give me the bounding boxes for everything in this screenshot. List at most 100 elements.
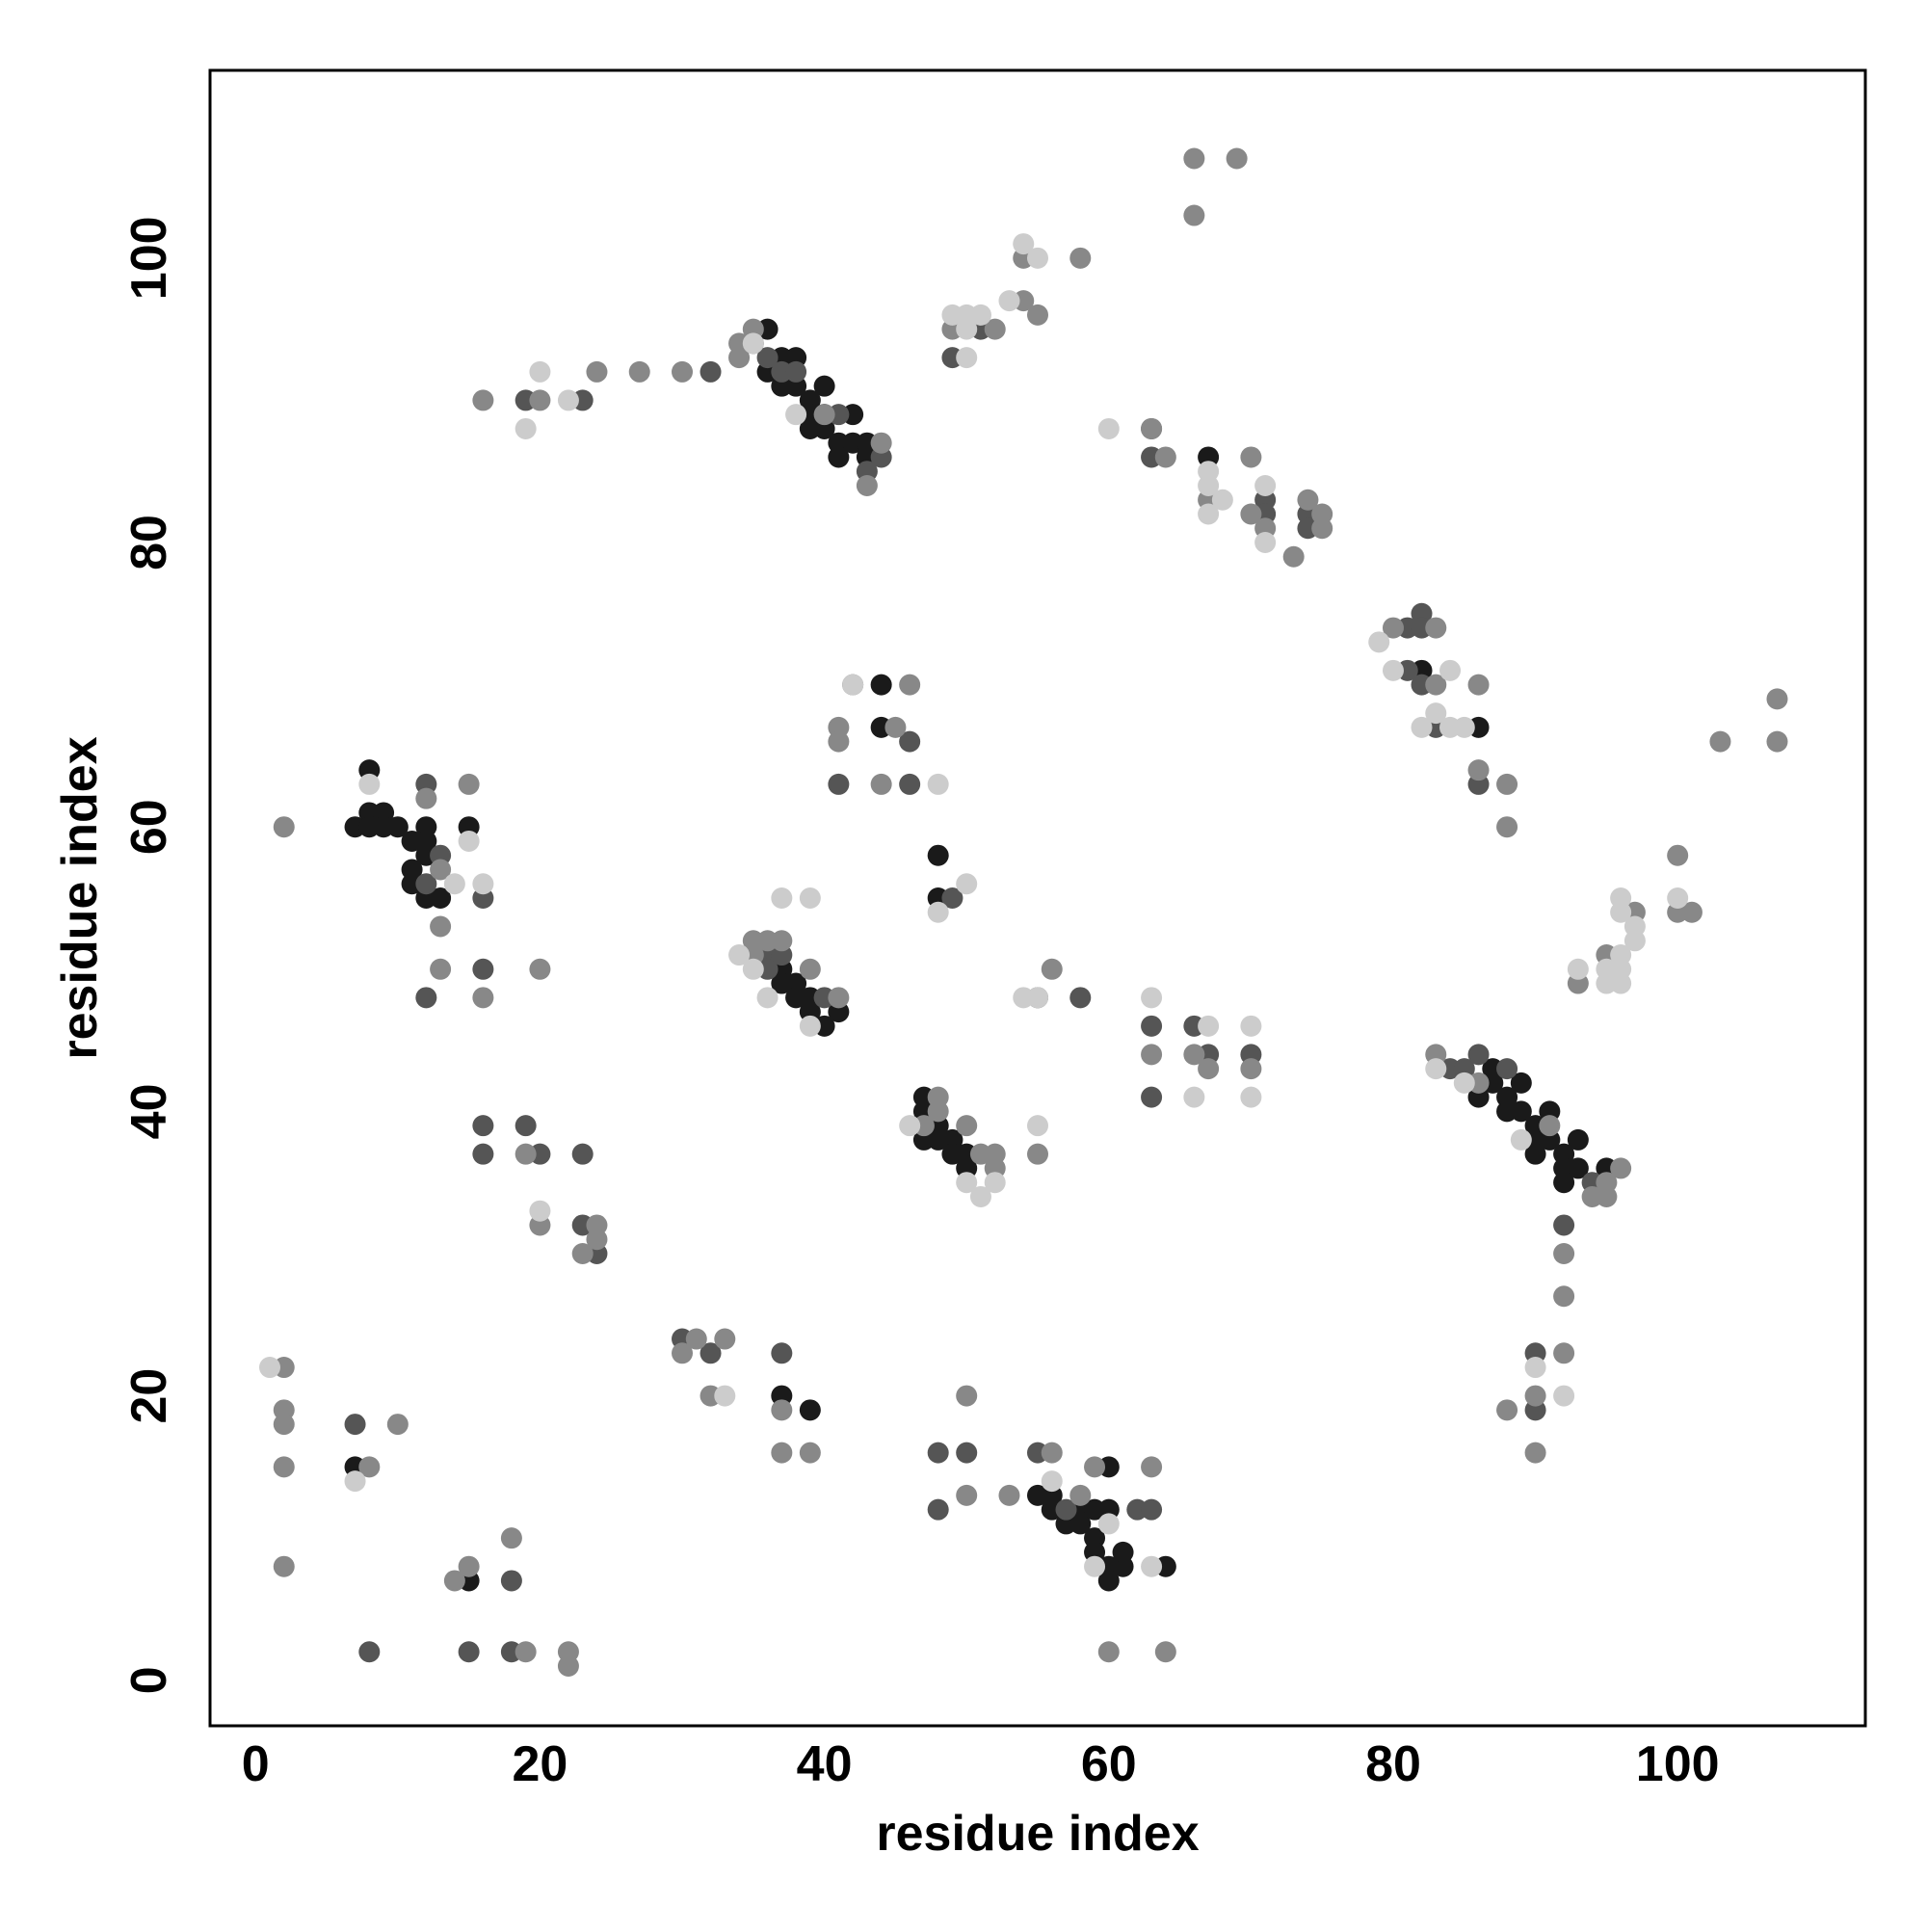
point bbox=[1240, 1058, 1262, 1080]
point bbox=[386, 1414, 409, 1436]
point bbox=[728, 944, 751, 966]
point bbox=[557, 1655, 579, 1678]
point bbox=[1453, 716, 1475, 738]
point bbox=[956, 1385, 978, 1407]
point bbox=[1667, 887, 1689, 909]
point bbox=[515, 417, 537, 439]
point bbox=[828, 987, 850, 1009]
point bbox=[1112, 1541, 1134, 1563]
x-tick-label: 100 bbox=[1636, 1736, 1720, 1792]
point bbox=[1069, 247, 1092, 269]
point bbox=[1425, 702, 1447, 725]
point bbox=[899, 773, 921, 795]
point bbox=[742, 958, 764, 980]
point bbox=[1524, 1385, 1546, 1407]
point bbox=[628, 360, 650, 383]
point bbox=[1254, 532, 1277, 554]
point bbox=[1368, 631, 1390, 653]
point bbox=[714, 1385, 736, 1407]
point bbox=[1141, 987, 1163, 1009]
point bbox=[828, 773, 850, 795]
point bbox=[386, 816, 409, 838]
point bbox=[927, 844, 949, 866]
point bbox=[1667, 844, 1689, 866]
point bbox=[443, 873, 465, 895]
point bbox=[415, 787, 437, 809]
point bbox=[828, 446, 850, 468]
point bbox=[500, 1527, 522, 1549]
point bbox=[1154, 446, 1176, 468]
point bbox=[1382, 617, 1404, 639]
point bbox=[344, 1414, 366, 1436]
point bbox=[1027, 247, 1048, 269]
point bbox=[1496, 1399, 1518, 1421]
point bbox=[1141, 1015, 1163, 1037]
point bbox=[1524, 1143, 1546, 1165]
point bbox=[1567, 1157, 1589, 1179]
point bbox=[956, 1442, 978, 1464]
point bbox=[273, 1456, 295, 1478]
point bbox=[956, 1115, 978, 1137]
point bbox=[899, 730, 921, 753]
point bbox=[771, 930, 793, 952]
point bbox=[1510, 1128, 1532, 1151]
point bbox=[472, 958, 494, 980]
point bbox=[571, 1143, 594, 1165]
point bbox=[1382, 659, 1404, 681]
point bbox=[529, 1200, 551, 1222]
point bbox=[1610, 887, 1632, 909]
point bbox=[1510, 1100, 1532, 1123]
point bbox=[1496, 1058, 1518, 1080]
point bbox=[1055, 1498, 1077, 1521]
point bbox=[586, 360, 608, 383]
point bbox=[273, 1555, 295, 1577]
point bbox=[1097, 1513, 1120, 1535]
point bbox=[813, 375, 835, 397]
point bbox=[1027, 1143, 1048, 1165]
point bbox=[415, 830, 437, 852]
point bbox=[785, 360, 807, 383]
point bbox=[1141, 1456, 1163, 1478]
point bbox=[672, 360, 694, 383]
point bbox=[1198, 1015, 1220, 1037]
point bbox=[828, 730, 850, 753]
point bbox=[685, 1328, 707, 1350]
point bbox=[1154, 1641, 1176, 1663]
point bbox=[984, 1143, 1006, 1165]
point bbox=[700, 1342, 722, 1364]
point bbox=[430, 958, 452, 980]
point bbox=[799, 1442, 821, 1464]
point bbox=[515, 1641, 537, 1663]
point bbox=[1183, 1086, 1205, 1108]
point bbox=[1411, 716, 1433, 738]
point bbox=[1311, 517, 1333, 540]
point bbox=[1141, 417, 1163, 439]
x-tick-label: 80 bbox=[1365, 1736, 1421, 1792]
point bbox=[969, 1185, 991, 1207]
point bbox=[799, 887, 821, 909]
point bbox=[430, 915, 452, 938]
point bbox=[344, 1470, 366, 1493]
point bbox=[1425, 617, 1447, 639]
point bbox=[870, 773, 892, 795]
point bbox=[1567, 1128, 1589, 1151]
point bbox=[1097, 1570, 1120, 1592]
point bbox=[870, 432, 892, 454]
point bbox=[1097, 1641, 1120, 1663]
point bbox=[785, 404, 807, 426]
point bbox=[771, 1442, 793, 1464]
point bbox=[472, 873, 494, 895]
point bbox=[430, 887, 452, 909]
point bbox=[1453, 1072, 1475, 1094]
point bbox=[1766, 688, 1788, 710]
point bbox=[927, 1442, 949, 1464]
point bbox=[1766, 730, 1788, 753]
point bbox=[529, 389, 551, 411]
point bbox=[430, 859, 452, 881]
point bbox=[1041, 958, 1063, 980]
point bbox=[1041, 1442, 1063, 1464]
point bbox=[1553, 1342, 1575, 1364]
point bbox=[1183, 204, 1205, 226]
point bbox=[1282, 545, 1305, 568]
y-tick-label: 0 bbox=[121, 1666, 177, 1694]
